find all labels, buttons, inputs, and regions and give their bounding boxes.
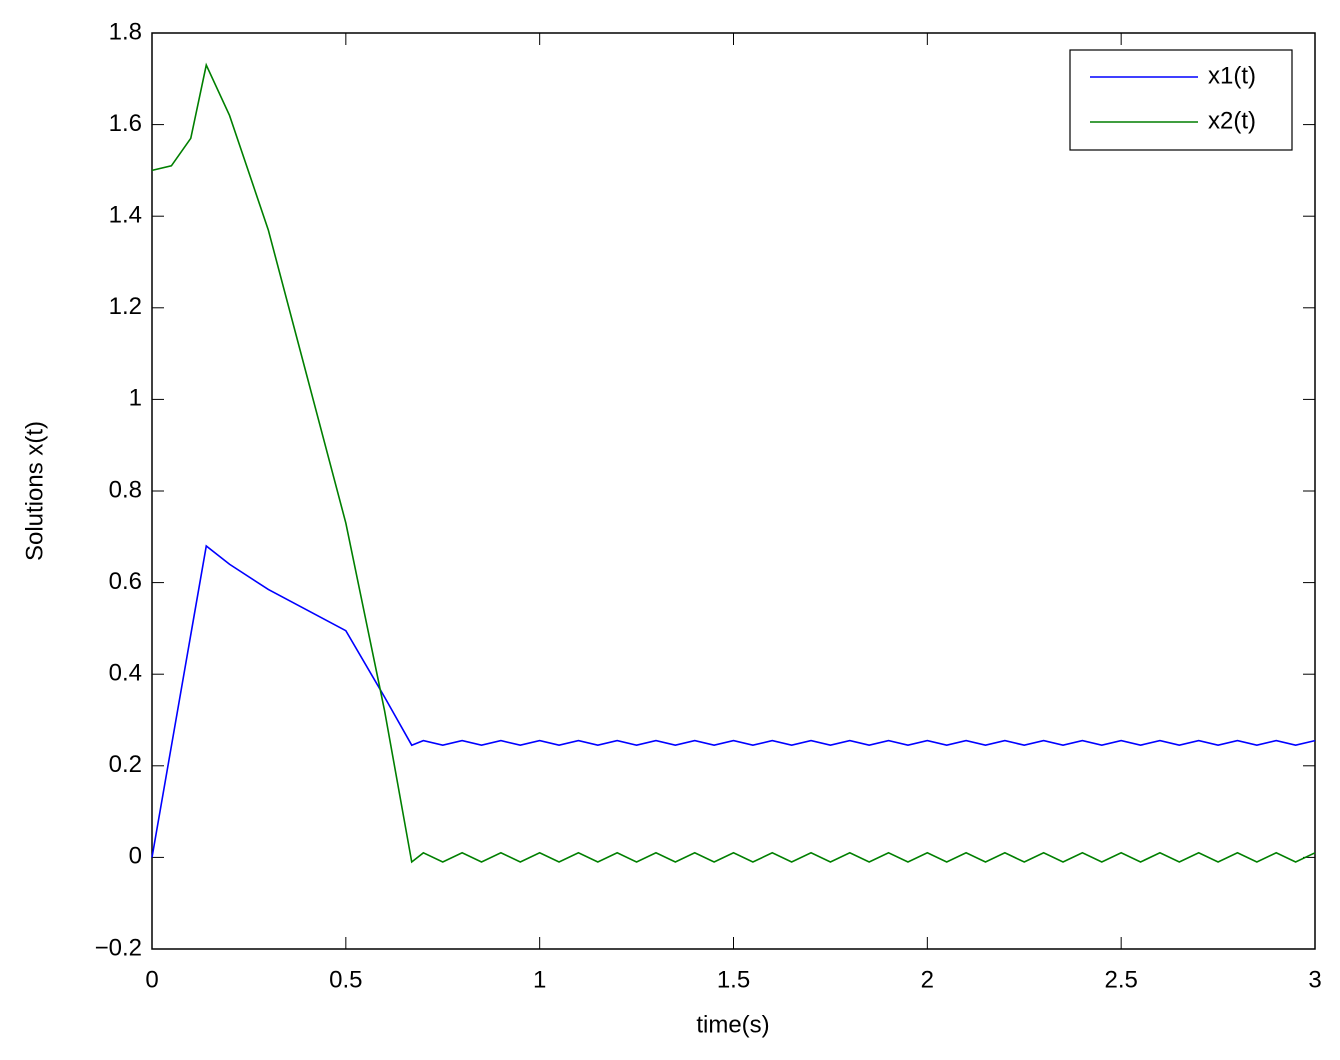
y-tick-label: 0.2 [109, 751, 142, 778]
legend-label: x1(t) [1208, 62, 1256, 89]
x-tick-label: 0.5 [329, 966, 362, 993]
x-tick-label: 0 [145, 966, 158, 993]
y-tick-label: 0.6 [109, 568, 142, 595]
y-tick-label: 0.8 [109, 476, 142, 503]
line-series [151, 544, 1316, 858]
line-series [151, 62, 1316, 864]
x-tick-label: 1 [533, 966, 546, 993]
y-tick-label: 1.6 [109, 110, 142, 137]
x-tick-label: 3 [1308, 966, 1321, 993]
y-tick-label: 1.4 [109, 202, 142, 229]
y-tick-label: 1.8 [109, 18, 142, 45]
y-tick-label: 0.4 [109, 660, 142, 687]
y-tick-label: 1 [129, 385, 142, 412]
plot-area [151, 32, 1316, 950]
y-axis-label: Solutions x(t) [21, 421, 48, 561]
y-tick-label: 0 [129, 843, 142, 870]
x-axis-label: time(s) [696, 1011, 769, 1038]
legend-label: x2(t) [1208, 107, 1256, 134]
legend-box [1069, 49, 1293, 151]
x-tick-label: 2.5 [1104, 966, 1137, 993]
y-tick-label: 1.2 [109, 293, 142, 320]
x-tick-label: 1.5 [717, 966, 750, 993]
y-tick-label: −0.2 [95, 934, 142, 961]
x-tick-label: 2 [921, 966, 934, 993]
